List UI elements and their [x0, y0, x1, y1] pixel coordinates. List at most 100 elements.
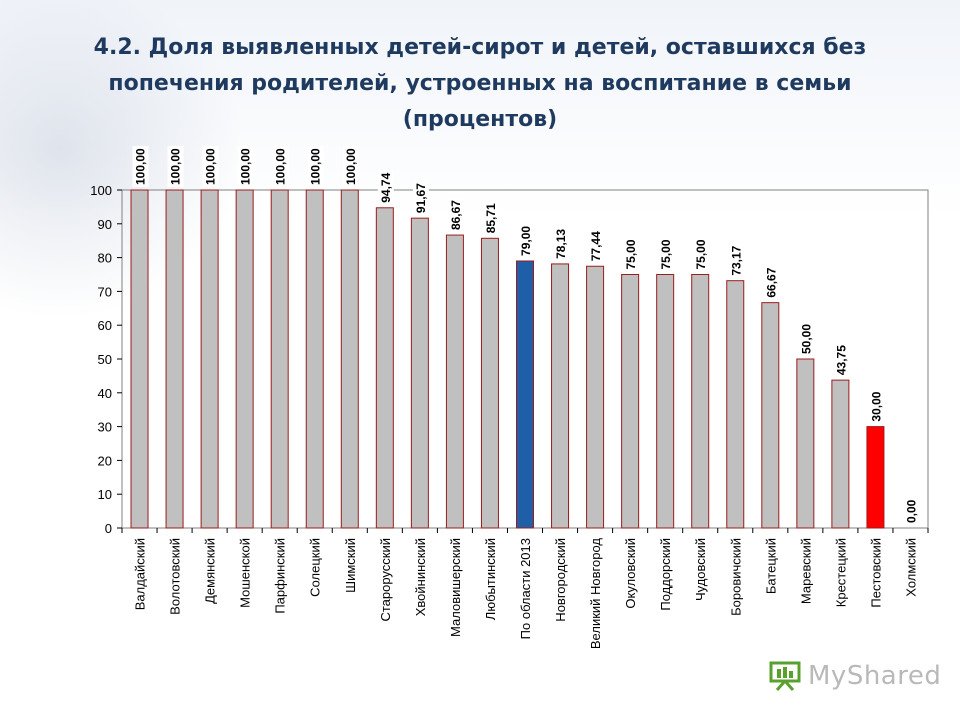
data-label: 75,00 — [623, 237, 640, 272]
data-label-background — [272, 145, 289, 187]
category-label: Крестецкий — [833, 538, 848, 607]
data-label-background — [482, 200, 499, 236]
bar — [305, 189, 324, 529]
y-tick-label: 0 — [105, 521, 112, 536]
bar — [480, 237, 499, 529]
bar — [445, 234, 464, 529]
y-tick-label: 100 — [90, 183, 112, 198]
data-label-background — [518, 223, 534, 258]
category-label: Парфинский — [273, 538, 288, 614]
category-label: Окуловский — [623, 538, 638, 609]
category-label: Холмский — [903, 538, 918, 597]
data-label-background — [342, 145, 359, 187]
data-label: 78,13 — [553, 226, 570, 261]
data-label-background — [447, 197, 464, 233]
data-label-text: 100,00 — [239, 148, 253, 185]
category-label: Маловишерский — [448, 538, 463, 637]
data-label-text: 73,17 — [729, 245, 743, 275]
data-label-text: 50,00 — [799, 324, 813, 354]
category-label: Чудовский — [693, 538, 708, 601]
data-label-background — [588, 228, 605, 264]
data-label: 100,00 — [272, 145, 289, 187]
data-label-text: 91,67 — [414, 183, 428, 213]
data-label-background — [693, 237, 710, 272]
data-label: 91,67 — [412, 180, 429, 216]
category-label: Валдайский — [133, 538, 148, 610]
category-label: Хвойнинский — [413, 538, 428, 616]
category-label: Солецкий — [308, 538, 323, 597]
data-label: 75,00 — [693, 237, 710, 272]
category-label: Старорусский — [378, 538, 393, 622]
data-label: 75,00 — [658, 237, 675, 272]
logo: MyShared — [768, 656, 941, 696]
data-label-text: 75,00 — [659, 239, 673, 269]
bar — [586, 265, 605, 529]
category-label: Великий Новгород — [588, 538, 603, 650]
data-label-text: 75,00 — [624, 239, 638, 269]
bar — [866, 426, 885, 529]
bar — [340, 189, 359, 529]
data-label-background — [202, 145, 219, 187]
bar — [621, 274, 640, 529]
y-tick-label: 10 — [98, 487, 112, 502]
category-label: По области 2013 — [518, 538, 533, 639]
category-label: Батецкий — [763, 538, 778, 594]
bar — [761, 302, 780, 529]
data-label-text: 94,74 — [379, 172, 393, 202]
category-label: Маревский — [798, 538, 813, 604]
data-label-background — [377, 170, 394, 205]
data-label-background — [658, 237, 675, 272]
data-label: 100,00 — [237, 145, 254, 187]
bar — [130, 189, 149, 529]
bar — [375, 207, 394, 529]
category-label: Волотовский — [168, 538, 183, 615]
bar — [831, 379, 850, 529]
y-tick-label: 70 — [98, 284, 112, 299]
data-label: 94,74 — [377, 170, 394, 205]
data-label-background — [763, 265, 780, 300]
y-tick-label: 40 — [98, 386, 112, 401]
bar — [270, 189, 289, 529]
data-label-text: 66,67 — [764, 267, 778, 297]
data-label-text: 100,00 — [204, 148, 218, 185]
data-label-text: 100,00 — [134, 148, 148, 185]
y-tick-label: 50 — [98, 352, 112, 367]
data-label-text: 100,00 — [274, 148, 288, 185]
category-label: Поддорский — [658, 538, 673, 611]
data-label: 100,00 — [167, 145, 184, 187]
bar — [796, 358, 815, 529]
category-label: Мошенской — [238, 538, 253, 608]
data-label-text: 75,00 — [694, 239, 708, 269]
data-label: 77,44 — [588, 228, 605, 264]
bar — [726, 280, 745, 529]
data-label-background — [307, 145, 324, 187]
data-label-text: 100,00 — [309, 148, 323, 185]
data-label-background — [728, 243, 745, 278]
data-label: 0,00 — [903, 497, 920, 525]
data-label: 79,00 — [518, 223, 534, 258]
data-label-text: 43,75 — [834, 345, 848, 375]
data-label: 100,00 — [132, 145, 149, 187]
data-label-text: 85,71 — [484, 203, 498, 233]
data-label-text: 30,00 — [869, 391, 883, 421]
y-tick-label: 20 — [98, 453, 112, 468]
data-label: 100,00 — [342, 145, 359, 187]
data-label-background — [623, 237, 640, 272]
category-label: Боровичский — [728, 538, 743, 616]
data-label-background — [903, 497, 920, 525]
category-label: Шимский — [343, 538, 358, 593]
bar — [200, 189, 219, 529]
data-label-text: 86,67 — [449, 200, 463, 230]
logo-text: MyShared — [808, 661, 942, 691]
data-label: 100,00 — [202, 145, 219, 187]
data-label-text: 100,00 — [344, 148, 358, 185]
y-tick-label: 90 — [98, 217, 112, 232]
bar — [165, 189, 184, 529]
bar — [656, 274, 675, 529]
y-tick-label: 80 — [98, 251, 112, 266]
data-label-text: 77,44 — [589, 231, 603, 261]
data-label-background — [553, 226, 570, 261]
y-tick-label: 60 — [98, 318, 112, 333]
bar — [691, 274, 710, 529]
